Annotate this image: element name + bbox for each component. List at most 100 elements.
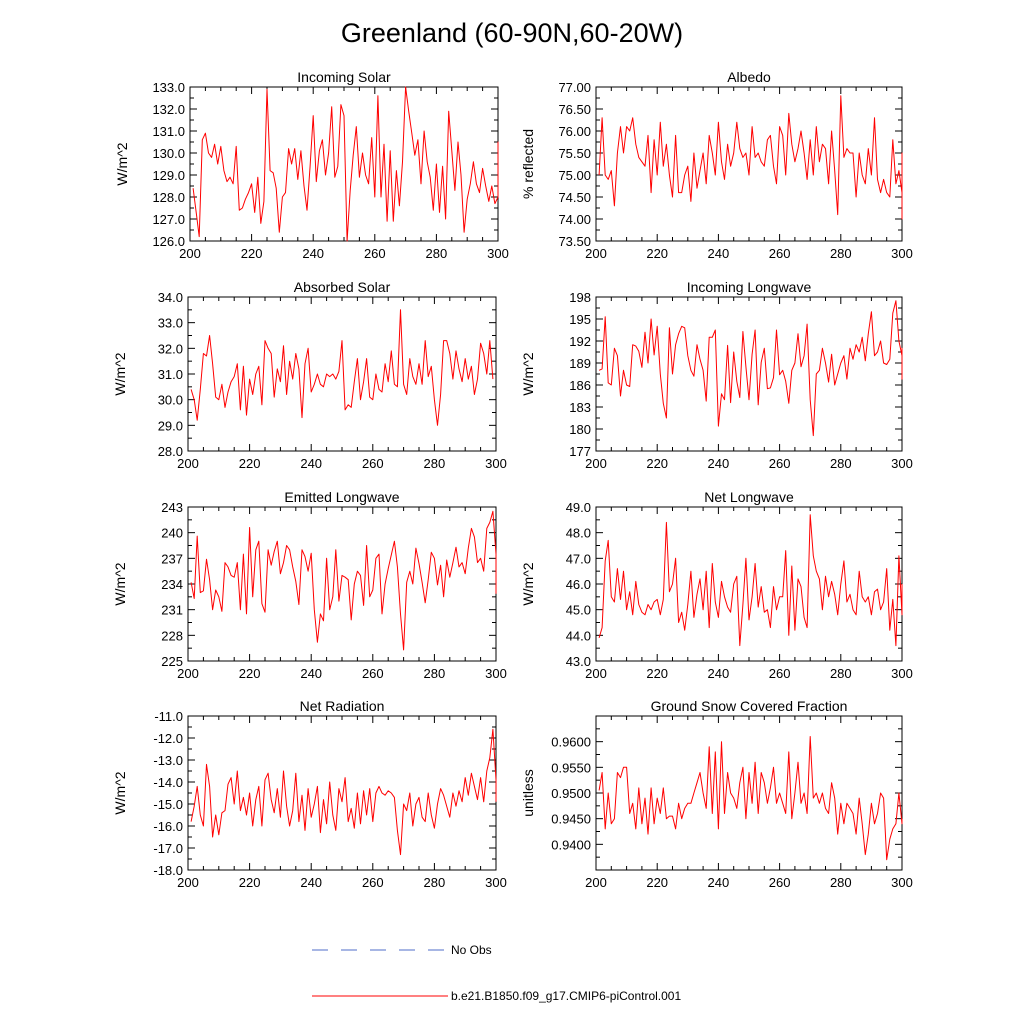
- legend: No Obs b.e21.B1850.f09_g17.CMIP6-piContr…: [312, 943, 681, 1003]
- panel-title-net-radiation: Net Radiation: [300, 698, 385, 714]
- y-tick-label: 45.0: [566, 603, 591, 618]
- y-tick-label: 243: [161, 500, 183, 515]
- series-line-ground-snow-covered-fraction: [598, 736, 903, 861]
- y-tick-label: 76.50: [558, 102, 591, 117]
- x-tick-label: 280: [830, 875, 852, 890]
- x-tick-label: 260: [769, 456, 791, 471]
- y-tick-label: 129.0: [152, 168, 185, 183]
- y-axis-label-net-radiation: W/m^2: [112, 771, 128, 814]
- x-tick-label: 200: [177, 666, 199, 681]
- x-tick-label: 300: [891, 875, 913, 890]
- x-tick-label: 240: [300, 875, 322, 890]
- panel-title-emitted-longwave: Emitted Longwave: [284, 489, 399, 505]
- y-tick-label: 234: [161, 577, 183, 592]
- y-axis-label-incoming-longwave: W/m^2: [520, 352, 536, 395]
- y-tick-label: 132.0: [152, 102, 185, 117]
- x-tick-label: 300: [485, 456, 507, 471]
- y-tick-label: 74.00: [558, 212, 591, 227]
- x-tick-label: 280: [830, 246, 852, 261]
- y-tick-label: 225: [161, 654, 183, 669]
- y-tick-label: 186: [569, 378, 591, 393]
- x-tick-label: 200: [585, 666, 607, 681]
- x-tick-label: 300: [891, 456, 913, 471]
- x-tick-label: 260: [769, 246, 791, 261]
- x-tick-label: 260: [362, 456, 384, 471]
- y-tick-label: 130.0: [152, 146, 185, 161]
- x-tick-label: 240: [708, 456, 730, 471]
- series-line-absorbed-solar: [190, 309, 494, 426]
- x-tick-label: 300: [487, 246, 509, 261]
- y-tick-label: 30.0: [158, 393, 183, 408]
- x-tick-label: 280: [426, 246, 448, 261]
- panel-net-longwave: Net Longwave W/m^2 200 220 240 260 280 300 43.0 4…: [520, 489, 913, 681]
- y-tick-label: -16.0: [153, 819, 183, 834]
- panel-title-incoming-solar: Incoming Solar: [297, 69, 391, 85]
- x-tick-label: 240: [300, 456, 322, 471]
- y-tick-label: 46.0: [566, 577, 591, 592]
- x-tick-label: 260: [362, 875, 384, 890]
- y-tick-label: 127.0: [152, 212, 185, 227]
- x-tick-label: 240: [708, 875, 730, 890]
- panel-incoming-longwave: Incoming Longwave W/m^2 200 220 240 260 280 300…: [520, 279, 913, 471]
- x-tick-label: 300: [891, 246, 913, 261]
- y-tick-label: 47.0: [566, 551, 591, 566]
- x-tick-label: 260: [362, 666, 384, 681]
- y-tick-label: 180: [569, 422, 591, 437]
- panel-title-albedo: Albedo: [727, 69, 771, 85]
- y-tick-label: 231: [161, 603, 183, 618]
- plot-frame-net-radiation: [187, 715, 497, 871]
- x-tick-label: 300: [485, 875, 507, 890]
- x-tick-label: 200: [585, 456, 607, 471]
- x-tick-label: 240: [708, 666, 730, 681]
- x-tick-label: 260: [769, 666, 791, 681]
- x-tick-label: 200: [179, 246, 201, 261]
- panel-net-radiation: Net Radiation W/m^2 200 220 240 260 280 300 -18.…: [112, 698, 507, 890]
- y-tick-label: 0.9550: [551, 760, 591, 775]
- x-tick-label: 300: [485, 666, 507, 681]
- y-tick-label: 0.9500: [551, 786, 591, 801]
- x-tick-label: 220: [239, 666, 261, 681]
- plot-frame-incoming-longwave: [595, 296, 903, 452]
- x-tick-label: 260: [364, 246, 386, 261]
- y-tick-label: 177: [569, 444, 591, 459]
- x-tick-label: 280: [830, 666, 852, 681]
- y-tick-label: 43.0: [566, 654, 591, 669]
- y-tick-label: -18.0: [153, 863, 183, 878]
- panel-title-net-longwave: Net Longwave: [704, 489, 794, 505]
- panel-ground-snow-covered-fraction: Ground Snow Covered Fraction unitless 200 2…: [520, 698, 913, 890]
- panel-emitted-longwave: Emitted Longwave W/m^2 200 220 240 260 280 300 2…: [112, 489, 507, 681]
- series-line-emitted-longwave: [190, 510, 497, 651]
- y-tick-label: 0.9600: [551, 735, 591, 750]
- panel-absorbed-solar: Absorbed Solar W/m^2 200 220 240 260 280 300 28.…: [112, 279, 507, 471]
- plot-frame-ground-snow-covered-fraction: [595, 715, 903, 871]
- x-tick-label: 240: [300, 666, 322, 681]
- y-tick-label: 131.0: [152, 124, 185, 139]
- y-tick-label: 128.0: [152, 190, 185, 205]
- x-tick-label: 280: [424, 875, 446, 890]
- x-tick-label: 200: [177, 875, 199, 890]
- x-tick-label: 260: [769, 875, 791, 890]
- y-tick-label: -17.0: [153, 841, 183, 856]
- x-tick-label: 240: [708, 246, 730, 261]
- panel-title-ground-snow-covered-fraction: Ground Snow Covered Fraction: [651, 698, 848, 714]
- plot-frame-albedo: [595, 86, 903, 242]
- y-axis-label-albedo: % reflected: [520, 129, 536, 199]
- y-axis-label-emitted-longwave: W/m^2: [112, 562, 128, 605]
- plot-frame-incoming-solar: [189, 86, 499, 242]
- x-tick-label: 280: [424, 666, 446, 681]
- x-tick-label: 220: [241, 246, 263, 261]
- y-tick-label: -13.0: [153, 753, 183, 768]
- y-tick-label: -14.0: [153, 775, 183, 790]
- legend-model-label: b.e21.B1850.f09_g17.CMIP6-piControl.001: [451, 989, 681, 1003]
- x-tick-label: 280: [830, 456, 852, 471]
- y-tick-label: 195: [569, 312, 591, 327]
- y-tick-label: 192: [569, 334, 591, 349]
- y-tick-label: 34.0: [158, 290, 183, 305]
- x-tick-label: 240: [302, 246, 324, 261]
- series-line-incoming-solar: [192, 86, 499, 242]
- x-tick-label: 220: [646, 875, 668, 890]
- y-tick-label: 28.0: [158, 444, 183, 459]
- y-tick-label: 228: [161, 628, 183, 643]
- plot-frame-net-longwave: [595, 506, 903, 662]
- y-tick-label: 49.0: [566, 500, 591, 515]
